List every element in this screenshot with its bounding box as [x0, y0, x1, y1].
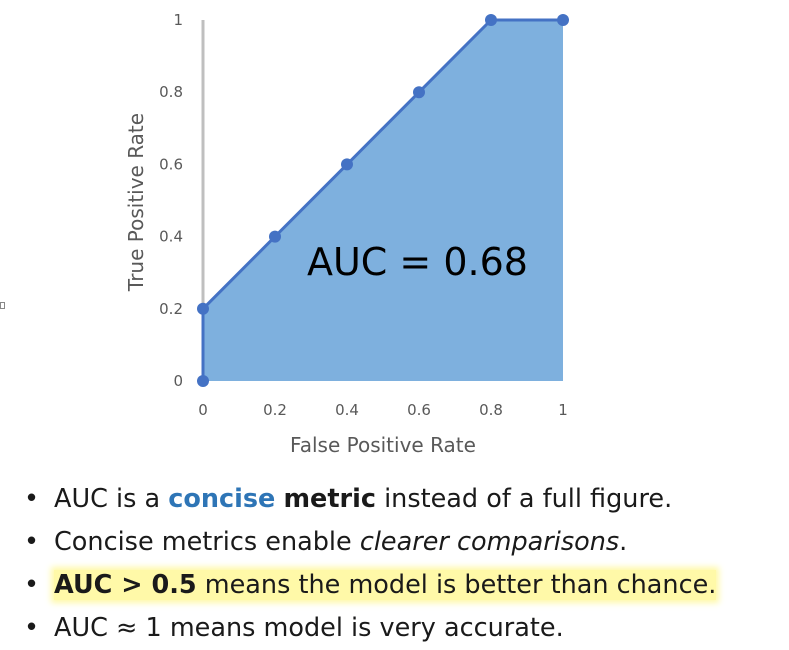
- bullet-dot: •: [24, 570, 40, 600]
- auc-annotation: AUC = 0.68: [307, 240, 528, 284]
- keyword-metric: metric: [283, 484, 376, 514]
- roc-point: [341, 158, 353, 171]
- auc-area: [203, 20, 563, 381]
- bullet-item: • AUC ≈ 1 means model is very accurate.: [22, 607, 716, 650]
- roc-point: [413, 86, 425, 99]
- roc-point: [485, 14, 497, 26]
- bullet-text: AUC is a: [54, 484, 169, 514]
- bullet-item: • AUC > 0.5 means the model is better th…: [22, 564, 717, 607]
- roc-points: [197, 14, 569, 387]
- slide-marker: [0, 302, 5, 309]
- roc-point: [269, 230, 281, 243]
- bullet-text: means the model is better than chance.: [196, 570, 717, 600]
- y-tick-label: 0: [173, 372, 183, 390]
- keyword-auc-threshold: AUC > 0.5: [54, 570, 197, 600]
- bullet-item: • Concise metrics enable clearer compari…: [22, 521, 716, 564]
- bullet-dot: •: [24, 613, 40, 643]
- x-tick-label: 0.2: [263, 401, 287, 419]
- y-axis-label: True Positive Rate: [124, 113, 148, 292]
- roc-point: [557, 14, 569, 26]
- bullet-text: .: [619, 527, 628, 557]
- x-axis-label: False Positive Rate: [290, 433, 476, 457]
- x-tick-labels: 0 0.2 0.4 0.6 0.8 1: [198, 401, 568, 419]
- roc-point: [197, 302, 209, 315]
- bullet-dot: •: [24, 484, 40, 514]
- emphasis-text: clearer comparisons: [359, 527, 620, 557]
- bullet-text: instead of a full figure.: [375, 484, 673, 514]
- x-tick-label: 0.4: [335, 401, 359, 419]
- x-tick-label: 0.6: [407, 401, 431, 419]
- y-tick-label: 0.2: [159, 300, 183, 318]
- x-tick-label: 1: [558, 401, 568, 419]
- y-tick-label: 0.4: [159, 228, 183, 246]
- bullet-dot: •: [24, 527, 40, 557]
- bullet-item: • AUC is a concise metric instead of a f…: [22, 478, 716, 521]
- roc-chart: 0 0.2 0.4 0.6 0.8 1 0 0.2 0.4 0.6 0.8 1 False Posi…: [124, 11, 569, 457]
- bullet-text: Concise metrics enable: [54, 527, 360, 557]
- y-tick-labels: 0 0.2 0.4 0.6 0.8 1: [159, 11, 183, 390]
- x-tick-label: 0: [198, 401, 208, 419]
- roc-point: [197, 375, 209, 387]
- highlighted-text: AUC > 0.5 means the model is better than…: [54, 570, 717, 600]
- y-tick-label: 1: [173, 11, 183, 29]
- keyword-concise: concise: [168, 484, 276, 514]
- y-tick-label: 0.6: [159, 155, 183, 173]
- y-tick-label: 0.8: [159, 83, 183, 101]
- bullet-text: AUC ≈ 1 means model is very accurate.: [54, 613, 564, 643]
- x-tick-label: 0.8: [479, 401, 503, 419]
- bullet-list: • AUC is a concise metric instead of a f…: [22, 478, 717, 650]
